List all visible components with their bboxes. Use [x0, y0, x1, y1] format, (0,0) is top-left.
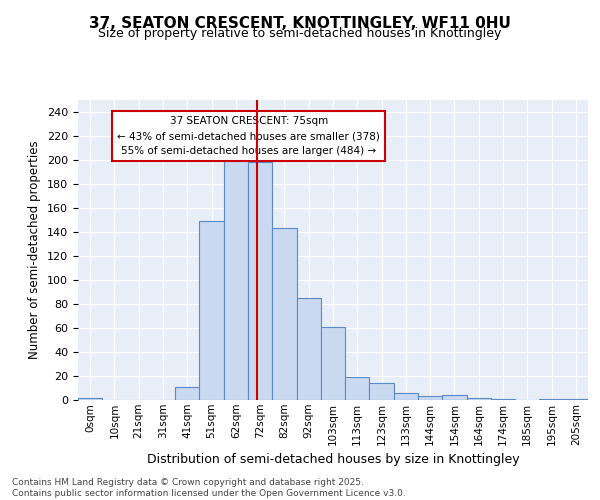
Bar [491, 399, 515, 400]
Y-axis label: Number of semi-detached properties: Number of semi-detached properties [28, 140, 41, 360]
Text: 37 SEATON CRESCENT: 75sqm
← 43% of semi-detached houses are smaller (378)
55% of: 37 SEATON CRESCENT: 75sqm ← 43% of semi-… [118, 116, 380, 156]
X-axis label: Distribution of semi-detached houses by size in Knottingley: Distribution of semi-detached houses by … [146, 453, 520, 466]
Bar [345, 377, 370, 400]
Bar [272, 228, 296, 400]
Bar [394, 393, 418, 400]
Bar [539, 399, 564, 400]
Bar [370, 383, 394, 400]
Text: Contains HM Land Registry data © Crown copyright and database right 2025.
Contai: Contains HM Land Registry data © Crown c… [12, 478, 406, 498]
Bar [248, 162, 272, 400]
Bar [442, 395, 467, 400]
Text: Size of property relative to semi-detached houses in Knottingley: Size of property relative to semi-detach… [98, 28, 502, 40]
Bar [175, 387, 199, 400]
Bar [467, 398, 491, 400]
Bar [564, 399, 588, 400]
Bar [199, 221, 224, 400]
Bar [418, 396, 442, 400]
Bar [321, 327, 345, 400]
Bar [78, 398, 102, 400]
Bar [224, 159, 248, 400]
Bar [296, 298, 321, 400]
Text: 37, SEATON CRESCENT, KNOTTINGLEY, WF11 0HU: 37, SEATON CRESCENT, KNOTTINGLEY, WF11 0… [89, 16, 511, 31]
